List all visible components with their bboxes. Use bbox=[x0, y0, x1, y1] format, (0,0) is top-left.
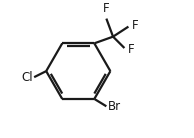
Text: F: F bbox=[128, 43, 134, 56]
Text: F: F bbox=[103, 2, 110, 15]
Text: F: F bbox=[132, 19, 138, 32]
Text: Br: Br bbox=[108, 100, 121, 113]
Text: Cl: Cl bbox=[21, 71, 33, 84]
